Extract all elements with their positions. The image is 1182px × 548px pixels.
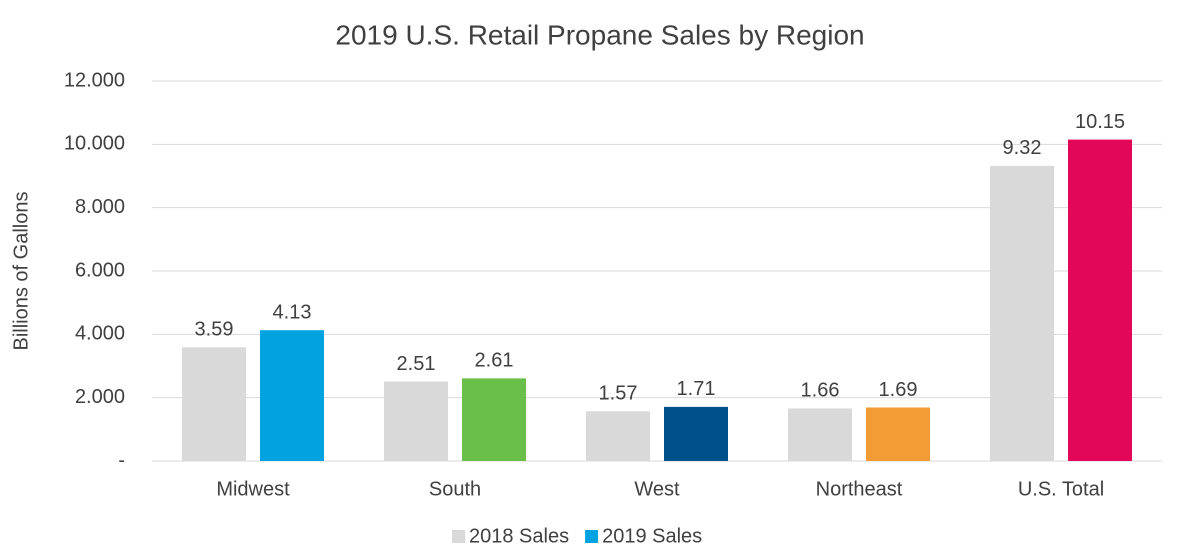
legend-swatch [585,530,599,543]
data-label: 2.51 [397,353,436,375]
x-tick-label: South [429,478,481,500]
y-axis-label: Billions of Gallons [10,192,32,351]
data-label: 1.71 [677,378,716,400]
bar [182,347,246,461]
bar [384,381,448,461]
data-label: 9.32 [1003,137,1042,159]
legend-label: 2019 Sales [602,525,702,547]
data-label: 1.69 [879,379,918,401]
data-label: 1.66 [801,380,840,402]
data-label: 10.15 [1075,111,1125,133]
bar [788,408,852,461]
bar [260,330,324,461]
chart-title: 2019 U.S. Retail Propane Sales by Region [335,19,864,50]
x-tick-label: Midwest [216,478,290,500]
bar [866,407,930,461]
y-tick-label: 4.000 [75,323,125,345]
y-tick-label: 6.000 [75,259,125,281]
data-label: 1.57 [599,383,638,405]
x-tick-label: U.S. Total [1018,478,1104,500]
bar [586,411,650,461]
y-tick-label: - [118,449,125,471]
bar [462,378,526,461]
data-label: 2.61 [475,350,514,372]
bar [664,406,728,461]
bar [990,165,1054,461]
data-label: 3.59 [195,319,234,341]
legend-label: 2018 Sales [469,525,569,547]
legend-swatch [452,530,465,543]
y-tick-label: 8.000 [75,196,125,218]
bar [1068,139,1132,462]
x-tick-label: West [634,478,680,500]
x-tick-label: Northeast [816,478,903,500]
y-tick-label: 2.000 [75,386,125,408]
y-tick-label: 10.000 [64,133,125,155]
data-label: 4.13 [273,301,312,323]
y-tick-label: 12.000 [64,69,125,91]
